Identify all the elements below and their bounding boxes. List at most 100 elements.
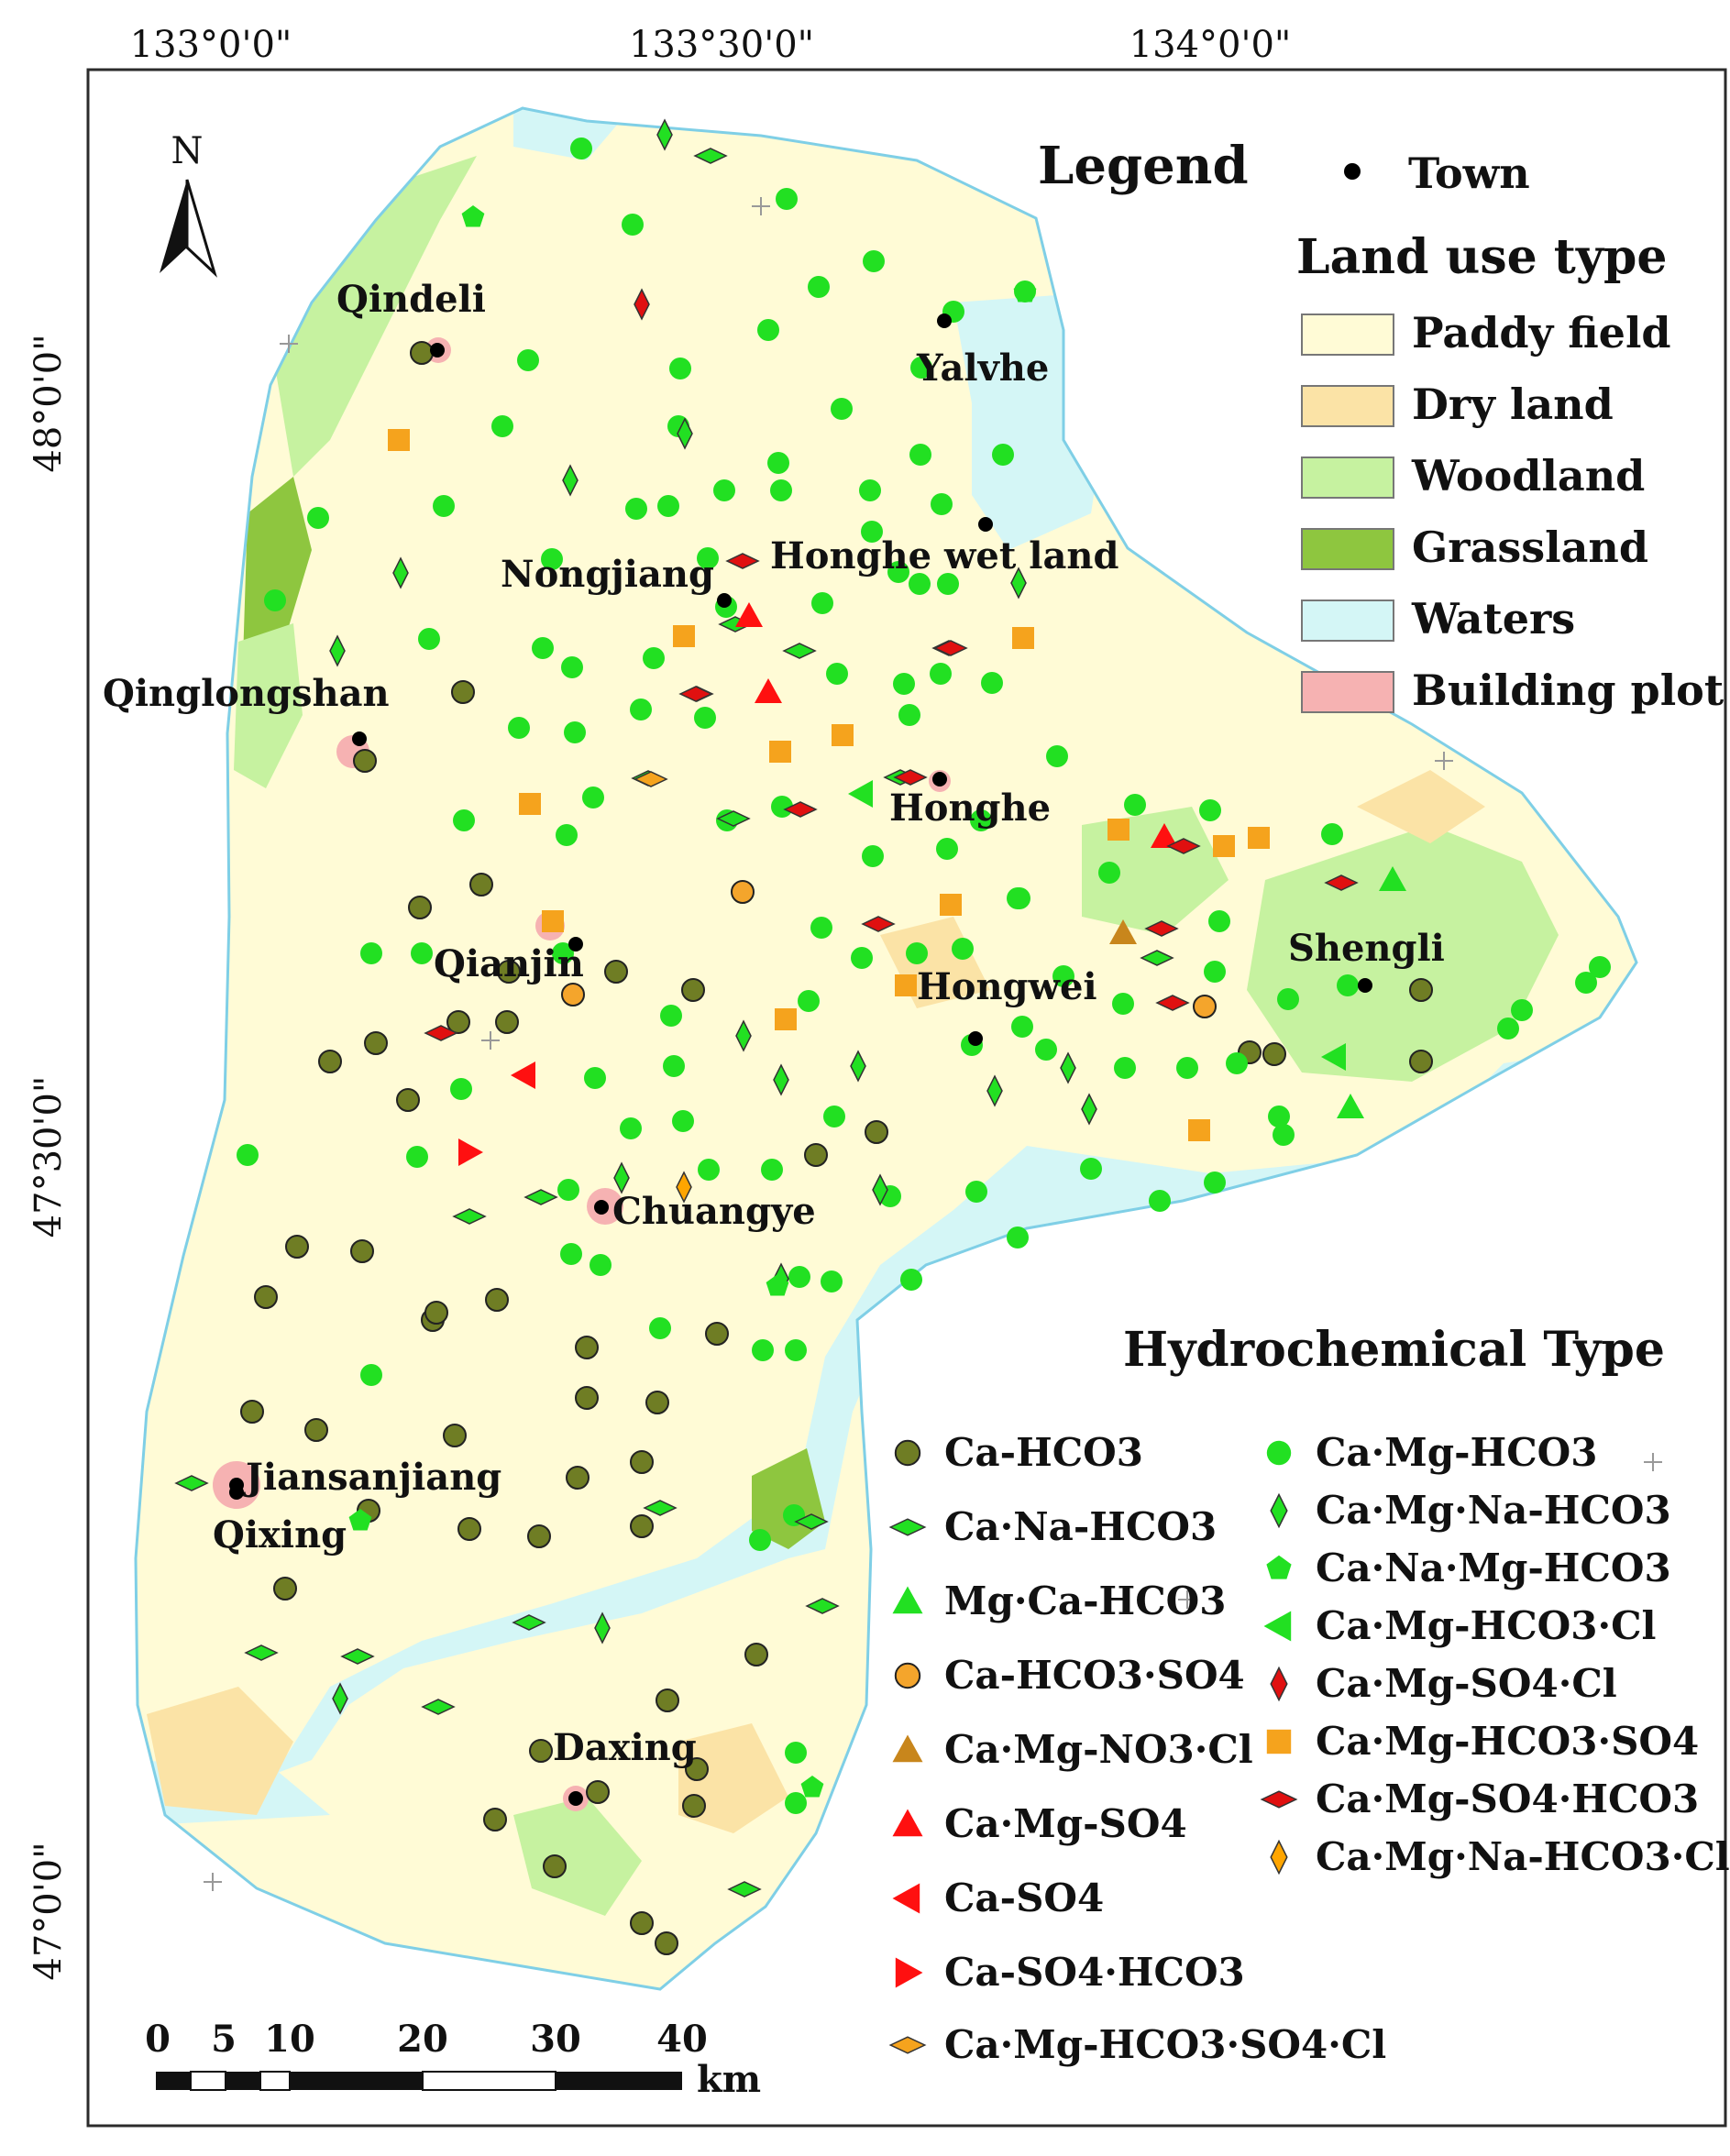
sample-point	[656, 118, 673, 151]
sample-point	[1010, 566, 1027, 600]
sample-point	[406, 1146, 428, 1168]
sample-point	[1589, 956, 1611, 978]
sample-point	[511, 1062, 535, 1089]
sample-point	[1052, 965, 1074, 987]
sample-point	[348, 1509, 372, 1531]
town-label-qindeli: Qindeli	[336, 278, 486, 321]
sample-point	[1176, 1057, 1198, 1079]
hydro-legend-icon-11	[1266, 1729, 1292, 1754]
hydro-legend-label-6: Ca-HCO3·SO4	[944, 1653, 1245, 1698]
sample-point	[992, 444, 1014, 466]
sample-point	[735, 1019, 752, 1052]
graticule-crosses	[204, 197, 1662, 1891]
north-arrow-left-half	[160, 180, 187, 273]
sample-point	[564, 721, 586, 743]
sample-point	[1098, 862, 1120, 884]
sample-points	[174, 118, 1611, 1955]
sample-point	[776, 188, 798, 210]
sample-point	[682, 1794, 706, 1818]
hydro-legend-label-7: Ca·Mg-HCO3·Cl	[1316, 1603, 1656, 1648]
hydro-legend-label-8: Ca·Mg-NO3·Cl	[944, 1727, 1253, 1772]
sample-point	[304, 1418, 328, 1442]
land-use-label-4: Waters	[1411, 594, 1575, 644]
sample-point	[1409, 1050, 1433, 1073]
hydro-legend-icon-15	[1270, 1839, 1288, 1876]
land-use-swatch-5	[1301, 671, 1394, 713]
sample-point	[584, 1067, 606, 1089]
scale-tick-2: 10	[264, 2018, 315, 2061]
sample-point	[823, 1106, 845, 1128]
sample-point	[757, 319, 779, 341]
sample-point	[936, 838, 958, 860]
sample-point	[556, 824, 578, 846]
hydro-legend-title: Hydrochemical Type	[1123, 1322, 1665, 1378]
sample-point	[859, 479, 881, 501]
sample-point	[613, 1161, 630, 1194]
sample-point	[483, 1808, 507, 1832]
scale-seg-1	[156, 2072, 191, 2090]
sample-point	[1151, 823, 1178, 848]
sample-point	[240, 1400, 264, 1424]
sample-point	[360, 1364, 382, 1386]
sample-point	[887, 561, 909, 583]
lon-label-133-30: 133°30'0"	[629, 24, 814, 66]
sample-point	[1337, 1094, 1364, 1118]
sample-point	[697, 547, 719, 569]
sample-point	[1511, 999, 1533, 1021]
sample-point	[727, 1881, 762, 1898]
town-dot-yalvhe	[937, 314, 952, 328]
sample-point	[1166, 838, 1201, 854]
sample-point	[832, 724, 854, 746]
sample-point	[713, 479, 735, 501]
sample-point	[1204, 961, 1226, 983]
sample-point	[775, 1008, 797, 1030]
hydro-legend-label-4: Mg·Ca-HCO3	[944, 1578, 1226, 1623]
sample-point	[469, 873, 493, 896]
sample-point	[831, 398, 853, 420]
sample-point	[443, 1424, 467, 1447]
sample-point	[1208, 910, 1230, 932]
legend-town-icon	[1344, 163, 1361, 180]
sample-point	[663, 1055, 685, 1077]
sample-point	[735, 602, 763, 627]
hydro-legend-icon-13	[1260, 1790, 1298, 1809]
sample-point	[396, 1088, 420, 1112]
sample-point	[933, 640, 968, 656]
hydro-legend-icon-1	[1266, 1440, 1292, 1466]
sample-point	[826, 663, 848, 685]
town-dot-qindeli	[430, 343, 445, 358]
sample-point	[461, 205, 485, 227]
sample-point	[981, 672, 1003, 694]
woodland-east	[1247, 825, 1559, 1082]
towns: Qindeli Yalvhe Nongjiang Honghe wet land Qin…	[103, 278, 1445, 1806]
sample-point	[552, 942, 574, 964]
sample-point	[1155, 995, 1190, 1011]
sample-point	[785, 1792, 807, 1814]
sample-point	[698, 1159, 720, 1181]
sample-point	[851, 947, 873, 969]
land-use-title: Land use type	[1296, 229, 1667, 285]
sample-point	[705, 1322, 729, 1346]
sample-point	[562, 464, 579, 497]
sample-point	[254, 1285, 278, 1309]
north-arrow-label: N	[171, 130, 204, 172]
land-use-swatch-4	[1301, 600, 1394, 642]
sample-point	[766, 1274, 789, 1296]
sample-point	[1013, 280, 1037, 302]
scale-seg-5	[290, 2072, 423, 2090]
sample-point	[350, 1239, 374, 1263]
sample-point	[1193, 995, 1217, 1018]
land-use-swatch-2	[1301, 456, 1394, 499]
sample-point	[332, 1682, 348, 1715]
town-label-daxing: Daxing	[553, 1726, 697, 1769]
sample-point	[630, 1450, 654, 1474]
sample-point	[805, 1598, 840, 1614]
sample-point	[364, 1031, 388, 1055]
scale-seg-7	[556, 2072, 682, 2090]
sample-point	[433, 495, 455, 517]
hydro-legend-label-13: Ca·Mg-SO4·HCO3	[1316, 1776, 1699, 1821]
sample-point	[893, 769, 928, 786]
sample-point	[622, 214, 644, 236]
hydro-legend-label-2: Ca·Na-HCO3	[944, 1504, 1217, 1549]
dry-land-southwest	[147, 1687, 293, 1815]
